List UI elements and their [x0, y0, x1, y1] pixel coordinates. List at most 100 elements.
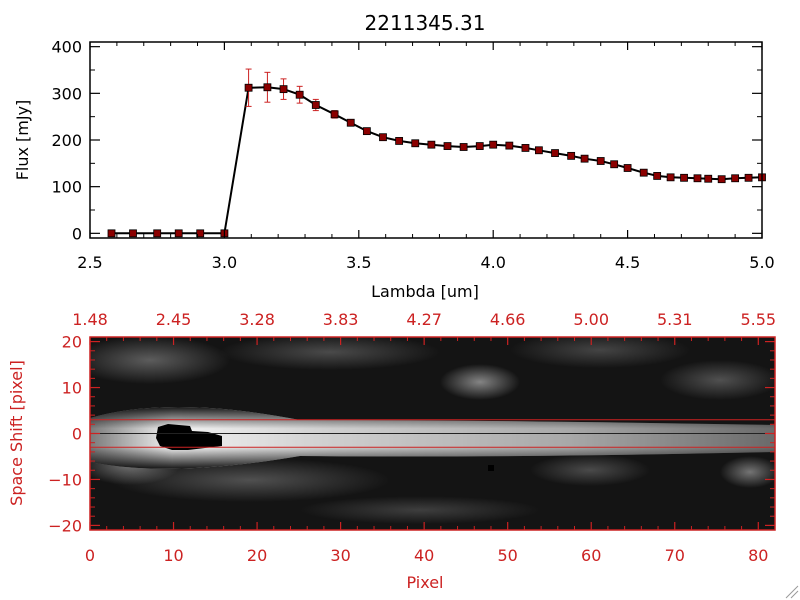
data-point: [639, 168, 648, 177]
x-tick-label: 10: [163, 546, 183, 565]
data-point: [311, 101, 320, 109]
data-point: [379, 133, 387, 142]
data-point: [263, 83, 272, 92]
data-point: [295, 90, 304, 99]
image-noise: [720, 456, 775, 488]
x-tick-label: 50: [498, 546, 518, 565]
top-tick-label: 3.28: [239, 310, 275, 329]
data-point: [653, 172, 662, 180]
data-point: [129, 229, 137, 238]
data-point: [244, 83, 253, 92]
x-tick-label: 5.0: [749, 253, 774, 272]
data-point: [107, 229, 116, 238]
data-point: [505, 141, 514, 150]
data-point: [596, 157, 605, 165]
data-point: [475, 142, 484, 150]
x-tick-label: 70: [665, 546, 685, 565]
resize-grip-icon[interactable]: [785, 585, 799, 599]
data-point: [174, 229, 183, 238]
image-noise: [510, 337, 690, 368]
data-point: [362, 127, 371, 136]
plot-title: 2211345.31: [365, 11, 486, 35]
x-tick-label: 3.0: [212, 253, 237, 272]
data-point: [704, 174, 713, 183]
data-point: [521, 144, 530, 152]
spectrum-plot: 2211345.31 2.5 3.0 3.5 4.0 4.5 5.0 0 100 200 300 4…: [13, 11, 775, 301]
spectrum-line: [111, 86, 763, 235]
image-noise: [660, 360, 775, 400]
top-tick-label: 5.55: [740, 310, 776, 329]
top-tick-label: 4.66: [490, 310, 526, 329]
data-point: [443, 142, 452, 150]
data-point: [196, 229, 205, 238]
x-tick-label: 40: [414, 546, 434, 565]
x-tick-label: 4.0: [480, 253, 505, 272]
image-speck: [488, 465, 494, 471]
data-point: [551, 149, 559, 157]
top-tick-label: 3.83: [323, 310, 359, 329]
image-noise: [220, 337, 440, 370]
data-point: [395, 137, 404, 145]
x-tick-label: 4.5: [615, 253, 640, 272]
y-tick-label: 100: [51, 178, 82, 197]
y-tick-label: 300: [51, 84, 82, 103]
data-point: [623, 164, 632, 172]
spectral-trace-falloff: [90, 406, 775, 469]
spectrum-marks: [107, 68, 766, 238]
top-tick-label: 5.31: [657, 310, 693, 329]
x-tick-label: 3.5: [346, 253, 371, 272]
spectrum-y-axis-label: Flux [mJy]: [13, 100, 32, 181]
y-tick-label: 20: [62, 333, 82, 352]
data-point: [279, 85, 288, 94]
image-y-axis-label: Space Shift [pixel]: [7, 360, 26, 506]
data-point: [610, 160, 619, 169]
image-noise: [90, 337, 230, 384]
data-point: [489, 140, 498, 149]
data-point: [717, 175, 726, 184]
image-x-axis-label: Pixel: [406, 573, 443, 592]
y-tick-label: 0: [72, 224, 82, 243]
x-tick-label: 80: [748, 546, 768, 565]
image-noise: [110, 458, 390, 502]
y-tick-label: 400: [51, 38, 82, 57]
image-noise: [440, 364, 520, 400]
x-tick-label: 60: [581, 546, 601, 565]
data-point: [153, 229, 162, 238]
top-tick-label: 5.00: [573, 310, 609, 329]
data-point: [680, 173, 688, 182]
data-point: [346, 118, 355, 127]
y-tick-label: 10: [62, 379, 82, 398]
x-tick-label: 20: [247, 546, 267, 565]
y-tick-label: 0: [72, 425, 82, 444]
x-tick-label: 0: [85, 546, 95, 565]
data-point: [427, 140, 436, 149]
spectral-image-plot: 0 10 20 30 40 50 60 70 80 1.48 2.45 3.28 3.83 4.27 4.6…: [7, 310, 776, 592]
x-tick-label: 2.5: [77, 253, 102, 272]
image-noise: [300, 496, 540, 524]
data-point: [567, 151, 576, 160]
y-tick-label: −10: [48, 470, 82, 489]
image-ticks: 0 10 20 30 40 50 60 70 80 1.48 2.45 3.28 3.83 4.27 4.6…: [48, 310, 776, 565]
top-tick-label: 1.48: [72, 310, 108, 329]
data-point: [693, 174, 702, 183]
data-point: [534, 146, 543, 155]
data-point: [731, 174, 740, 183]
data-point: [411, 139, 420, 148]
spectral-image: [90, 337, 775, 530]
spectrum-ticks: 2.5 3.0 3.5 4.0 4.5 5.0 0 100 200 300 400: [51, 38, 774, 272]
data-point: [330, 110, 339, 119]
x-tick-label: 30: [330, 546, 350, 565]
spectrum-x-axis-label: Lambda [um]: [371, 282, 479, 301]
y-tick-label: −20: [48, 516, 82, 535]
y-tick-label: 200: [51, 131, 82, 150]
spectrum-axes-frame: [89, 41, 763, 239]
data-point: [459, 143, 468, 151]
top-tick-label: 4.27: [406, 310, 442, 329]
saturated-region: [156, 424, 222, 450]
data-point: [744, 173, 753, 182]
data-point: [580, 154, 589, 163]
image-noise: [530, 454, 650, 486]
data-point: [666, 173, 675, 182]
